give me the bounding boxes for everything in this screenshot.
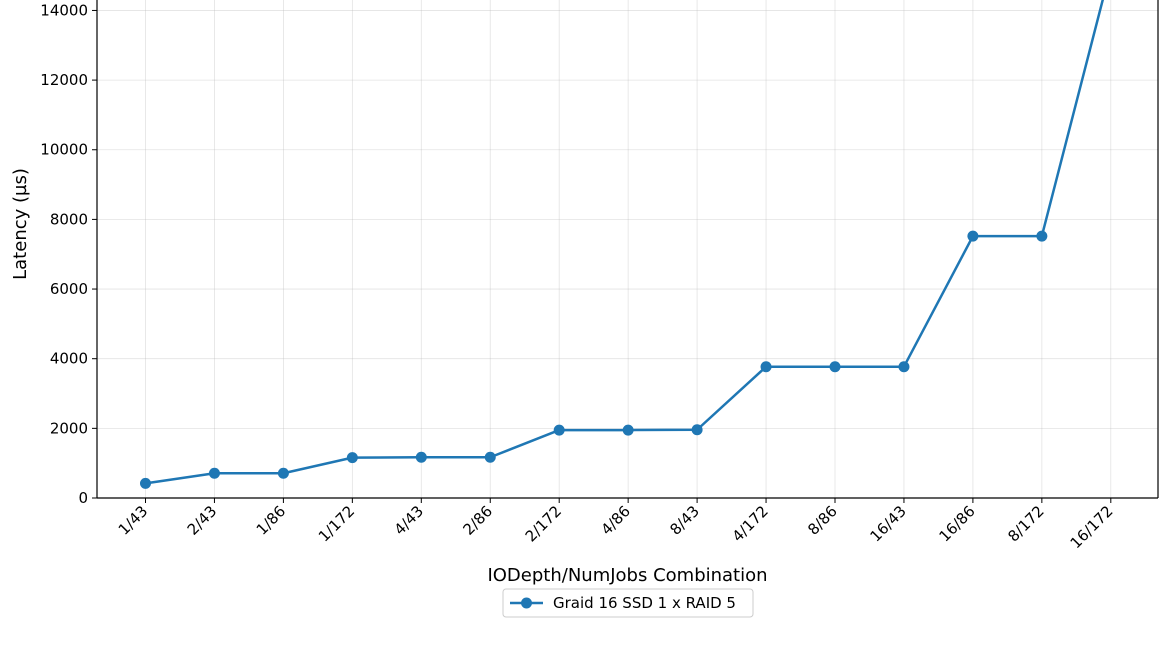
x-tick-label: 2/86: [460, 502, 497, 539]
x-ticks: 1/43 2/43 1/86 1/172 4/43 2/86 2/172 4/86 8/43 4/…: [115, 498, 1117, 552]
y-tick-label: 12000: [40, 71, 88, 89]
data-point: [967, 230, 979, 242]
x-tick-label: 4/86: [597, 502, 634, 539]
y-tick-label: 0: [78, 489, 88, 507]
x-tick-label: 2/172: [522, 502, 565, 545]
axes: [96, 0, 1159, 499]
y-tick-label: 6000: [50, 280, 88, 298]
y-tick-label: 10000: [40, 141, 88, 159]
x-tick-label: 16/43: [866, 502, 909, 545]
x-tick-label: 8/172: [1004, 502, 1047, 545]
y-tick-label: 14000: [40, 1, 88, 19]
data-point: [277, 467, 289, 479]
data-point: [898, 361, 910, 373]
legend-marker-swatch: [521, 597, 532, 609]
series-layer: [140, 0, 1105, 489]
x-tick-label: 4/172: [729, 502, 772, 545]
data-point: [484, 451, 496, 463]
data-point: [553, 424, 565, 436]
data-point: [346, 452, 358, 464]
plot-area: [140, 0, 1105, 489]
data-point: [829, 361, 841, 373]
x-tick-label: 1/86: [253, 502, 290, 539]
y-tick-label: 4000: [50, 350, 88, 368]
x-axis-label: IODepth/NumJobs Combination: [487, 565, 767, 586]
legend: Graid 16 SSD 1 x RAID 5: [502, 588, 754, 618]
data-point: [691, 424, 703, 436]
x-tick-label: 2/43: [184, 502, 221, 539]
y-axis-label: Latency (µs): [10, 168, 31, 280]
y-ticks: 0 2000 4000 6000 8000 10000 12000 14000: [40, 1, 97, 507]
x-tick-label: 1/172: [315, 502, 358, 545]
grid-lines: [97, 0, 1158, 499]
y-tick-label: 2000: [50, 419, 88, 437]
data-point: [622, 424, 634, 436]
legend-label: Graid 16 SSD 1 x RAID 5: [553, 594, 736, 612]
x-tick-label: 4/43: [391, 502, 428, 539]
y-tick-label: 8000: [50, 210, 88, 228]
data-point: [1036, 230, 1048, 242]
x-tick-label: 1/43: [115, 502, 152, 539]
data-point: [140, 477, 151, 489]
x-tick-label: 8/86: [804, 502, 841, 539]
legend-box: [502, 588, 754, 618]
x-tick-label: 8/43: [666, 502, 703, 539]
x-tick-label: 16/86: [935, 502, 978, 545]
data-point: [760, 361, 772, 373]
x-tick-label: 16/172: [1067, 502, 1117, 552]
data-point: [208, 467, 220, 479]
data-point: [415, 451, 427, 463]
